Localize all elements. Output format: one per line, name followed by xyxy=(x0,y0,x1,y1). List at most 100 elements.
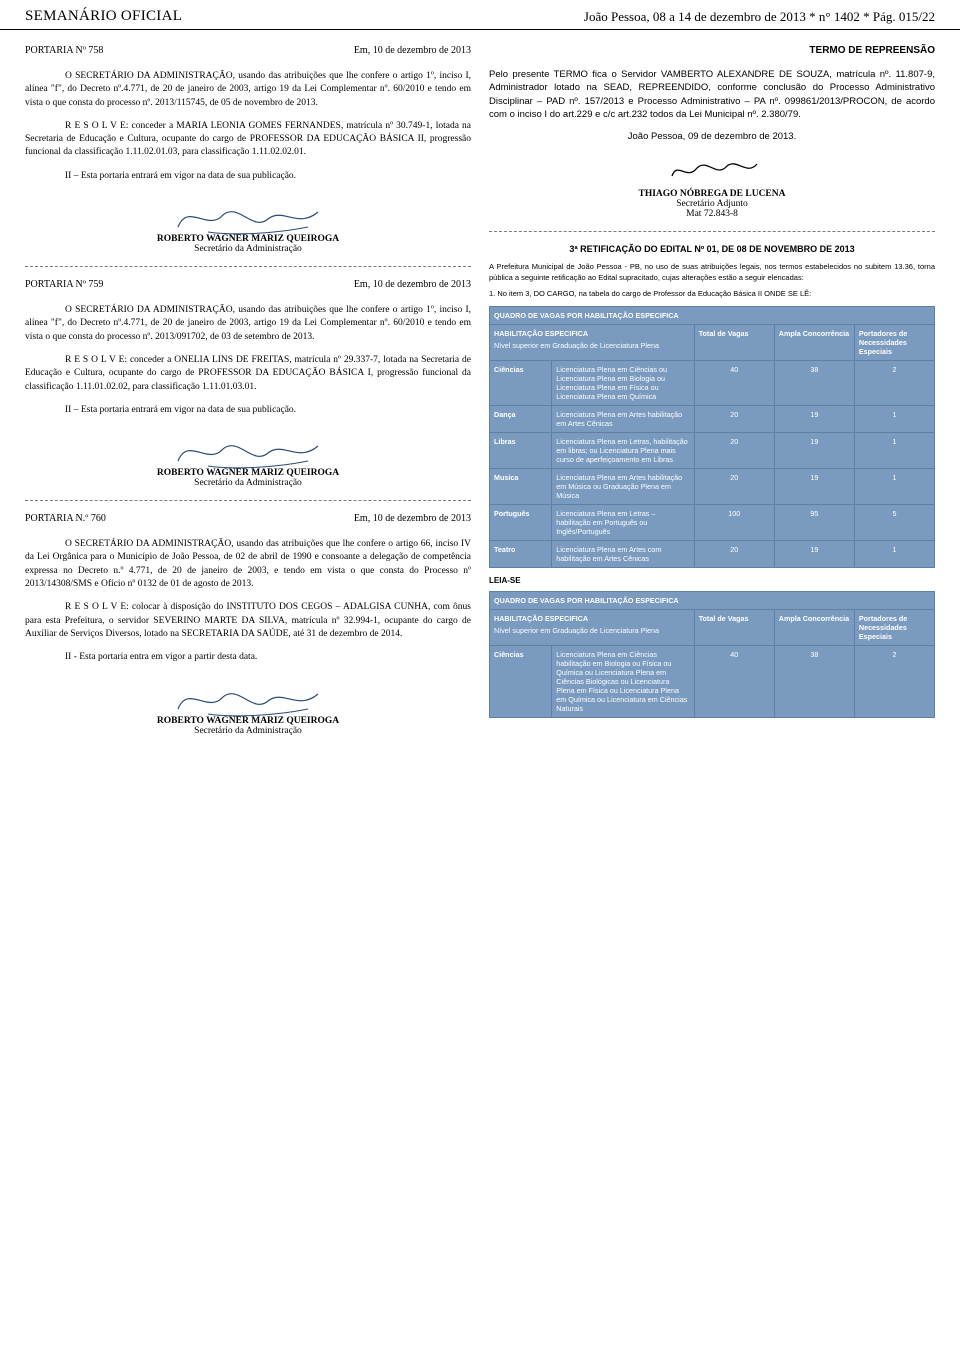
row-total: 100 xyxy=(694,504,774,540)
row-habil: Dança xyxy=(490,405,552,432)
row-port: 1 xyxy=(854,540,934,567)
page-header: SEMANÁRIO OFICIAL João Pessoa, 08 a 14 d… xyxy=(0,0,960,30)
signature-icon xyxy=(662,156,762,184)
table-row: TeatroLicenciatura Plena em Artes com ha… xyxy=(490,540,935,567)
row-total: 40 xyxy=(694,360,774,405)
signature-block-thiago: THIAGO NÓBREGA DE LUCENA Secretário Adju… xyxy=(489,156,935,219)
sig-name-1: ROBERTO WAGNER MARIZ QUEIROGA xyxy=(25,234,471,244)
row-total: 20 xyxy=(694,540,774,567)
row-desc: Licenciatura Plena em Artes com habilita… xyxy=(552,540,694,567)
termo-title: TERMO DE REPREENSÃO xyxy=(489,45,935,56)
portaria-760-num: PORTARIA N.º 760 xyxy=(25,513,106,524)
sig-thiago-mat: Mat 72.843-8 xyxy=(489,209,935,219)
retif-p2: 1. No item 3, DO CARGO, na tabela do car… xyxy=(489,289,935,300)
row-ampla: 19 xyxy=(774,540,854,567)
row-total: 20 xyxy=(694,405,774,432)
table-row: MusicaLicenciatura Plena em Artes habili… xyxy=(490,468,935,504)
quadro2-h1b: Nível superior em Graduação de Licenciat… xyxy=(494,626,690,635)
row-habil: Libras xyxy=(490,432,552,468)
quadro-title-row: QUADRO DE VAGAS POR HABILITAÇÃO ESPECIFI… xyxy=(490,306,935,324)
row-total: 20 xyxy=(694,468,774,504)
sig-title-3: Secretário da Administração xyxy=(25,726,471,736)
row-ampla: 38 xyxy=(774,645,854,717)
portaria-758-p1: O SECRETÁRIO DA ADMINISTRAÇÃO, usando da… xyxy=(25,70,471,110)
quadro2-h3: Ampla Concorrência xyxy=(774,609,854,645)
row-port: 2 xyxy=(854,645,934,717)
quadro-h2: Total de Vagas xyxy=(694,324,774,360)
divider-1 xyxy=(25,266,471,267)
quadro2-header-row: HABILITAÇÃO ESPECIFICA Nível superior em… xyxy=(490,609,935,645)
row-ampla: 95 xyxy=(774,504,854,540)
row-ampla: 19 xyxy=(774,405,854,432)
sig-name-3: ROBERTO WAGNER MARIZ QUEIROGA xyxy=(25,716,471,726)
portaria-760-date: Em, 10 de dezembro de 2013 xyxy=(354,513,471,524)
row-desc: Licenciatura Plena em Letras – habilitaç… xyxy=(552,504,694,540)
table-row: CiênciasLicenciatura Plena em Ciências o… xyxy=(490,360,935,405)
row-ampla: 19 xyxy=(774,432,854,468)
portaria-758-p3: II – Esta portaria entrará em vigor na d… xyxy=(25,170,471,183)
quadro2-h2: Total de Vagas xyxy=(694,609,774,645)
quadro-table-1: QUADRO DE VAGAS POR HABILITAÇÃO ESPECIFI… xyxy=(489,306,935,568)
quadro-h3: Ampla Concorrência xyxy=(774,324,854,360)
portaria-759-header: PORTARIA Nº 759 Em, 10 de dezembro de 20… xyxy=(25,279,471,290)
sig-name-2: ROBERTO WAGNER MARIZ QUEIROGA xyxy=(25,468,471,478)
quadro-h4: Portadores de Necessidades Especiais xyxy=(854,324,934,360)
termo-p1: Pelo presente TERMO fica o Servidor VAMB… xyxy=(489,68,935,121)
quadro2-title-row: QUADRO DE VAGAS POR HABILITAÇÃO ESPECIFI… xyxy=(490,591,935,609)
row-desc: Licenciatura Plena em Artes habilitação … xyxy=(552,405,694,432)
right-column: TERMO DE REPREENSÃO Pelo presente TERMO … xyxy=(489,45,935,746)
row-desc: Licenciatura Plena em Ciências habilitaç… xyxy=(552,645,694,717)
portaria-759-p2: R E S O L V E: conceder a ONELIA LINS DE… xyxy=(25,354,471,394)
row-ampla: 19 xyxy=(774,468,854,504)
row-port: 5 xyxy=(854,504,934,540)
row-desc: Licenciatura Plena em Artes habilitação … xyxy=(552,468,694,504)
table-row: CiênciasLicenciatura Plena em Ciências h… xyxy=(490,645,935,717)
portaria-758-date: Em, 10 de dezembro de 2013 xyxy=(354,45,471,56)
portaria-759-date: Em, 10 de dezembro de 2013 xyxy=(354,279,471,290)
signature-icon xyxy=(168,431,328,471)
portaria-760-p2: R E S O L V E: colocar à disposição do I… xyxy=(25,601,471,641)
page: SEMANÁRIO OFICIAL João Pessoa, 08 a 14 d… xyxy=(0,0,960,1352)
row-port: 1 xyxy=(854,405,934,432)
row-habil: Português xyxy=(490,504,552,540)
quadro-header-row: HABILITAÇÃO ESPECIFICA Nível superior em… xyxy=(490,324,935,360)
row-habil: Ciências xyxy=(490,645,552,717)
row-desc: Licenciatura Plena em Ciências ou Licenc… xyxy=(552,360,694,405)
table-row: DançaLicenciatura Plena em Artes habilit… xyxy=(490,405,935,432)
signature-block-3: ROBERTO WAGNER MARIZ QUEIROGA Secretário… xyxy=(25,679,471,736)
quadro-table-2: QUADRO DE VAGAS POR HABILITAÇÃO ESPECIFI… xyxy=(489,591,935,718)
leia-se: LEIA-SE xyxy=(489,576,935,585)
portaria-759-p3: II – Esta portaria entrará em vigor na d… xyxy=(25,404,471,417)
portaria-759-p1: O SECRETÁRIO DA ADMINISTRAÇÃO, usando da… xyxy=(25,304,471,344)
row-port: 1 xyxy=(854,468,934,504)
row-desc: Licenciatura Plena em Letras, habilitaçã… xyxy=(552,432,694,468)
divider-r1 xyxy=(489,231,935,232)
table-row: PortuguêsLicenciatura Plena em Letras – … xyxy=(490,504,935,540)
row-total: 40 xyxy=(694,645,774,717)
portaria-760-p3: II - Esta portaria entra em vigor a part… xyxy=(25,651,471,664)
row-habil: Teatro xyxy=(490,540,552,567)
quadro2-h1: HABILITAÇÃO ESPECIFICA Nível superior em… xyxy=(490,609,695,645)
signature-icon xyxy=(168,197,328,237)
portaria-758-num: PORTARIA Nº 758 xyxy=(25,45,103,56)
signature-block-2: ROBERTO WAGNER MARIZ QUEIROGA Secretário… xyxy=(25,431,471,488)
row-total: 20 xyxy=(694,432,774,468)
signature-icon xyxy=(168,679,328,719)
row-ampla: 38 xyxy=(774,360,854,405)
retif-p1: A Prefeitura Municipal de João Pessoa - … xyxy=(489,262,935,283)
quadro-h1b: Nível superior em Graduação de Licenciat… xyxy=(494,341,690,350)
portaria-758-header: PORTARIA Nº 758 Em, 10 de dezembro de 20… xyxy=(25,45,471,56)
termo-citydate: João Pessoa, 09 de dezembro de 2013. xyxy=(489,131,935,142)
header-left: SEMANÁRIO OFICIAL xyxy=(25,8,182,25)
content-columns: PORTARIA Nº 758 Em, 10 de dezembro de 20… xyxy=(0,30,960,761)
table-row: LibrasLicenciatura Plena em Letras, habi… xyxy=(490,432,935,468)
sig-title-1: Secretário da Administração xyxy=(25,244,471,254)
quadro2-title-cell: QUADRO DE VAGAS POR HABILITAÇÃO ESPECIFI… xyxy=(490,591,935,609)
portaria-759-num: PORTARIA Nº 759 xyxy=(25,279,103,290)
left-column: PORTARIA Nº 758 Em, 10 de dezembro de 20… xyxy=(25,45,471,746)
row-port: 2 xyxy=(854,360,934,405)
row-habil: Ciências xyxy=(490,360,552,405)
header-right: João Pessoa, 08 a 14 de dezembro de 2013… xyxy=(584,9,935,25)
portaria-758-p2: R E S O L V E: conceder a MARIA LEONIA G… xyxy=(25,120,471,160)
sig-thiago-title: Secretário Adjunto xyxy=(489,199,935,209)
